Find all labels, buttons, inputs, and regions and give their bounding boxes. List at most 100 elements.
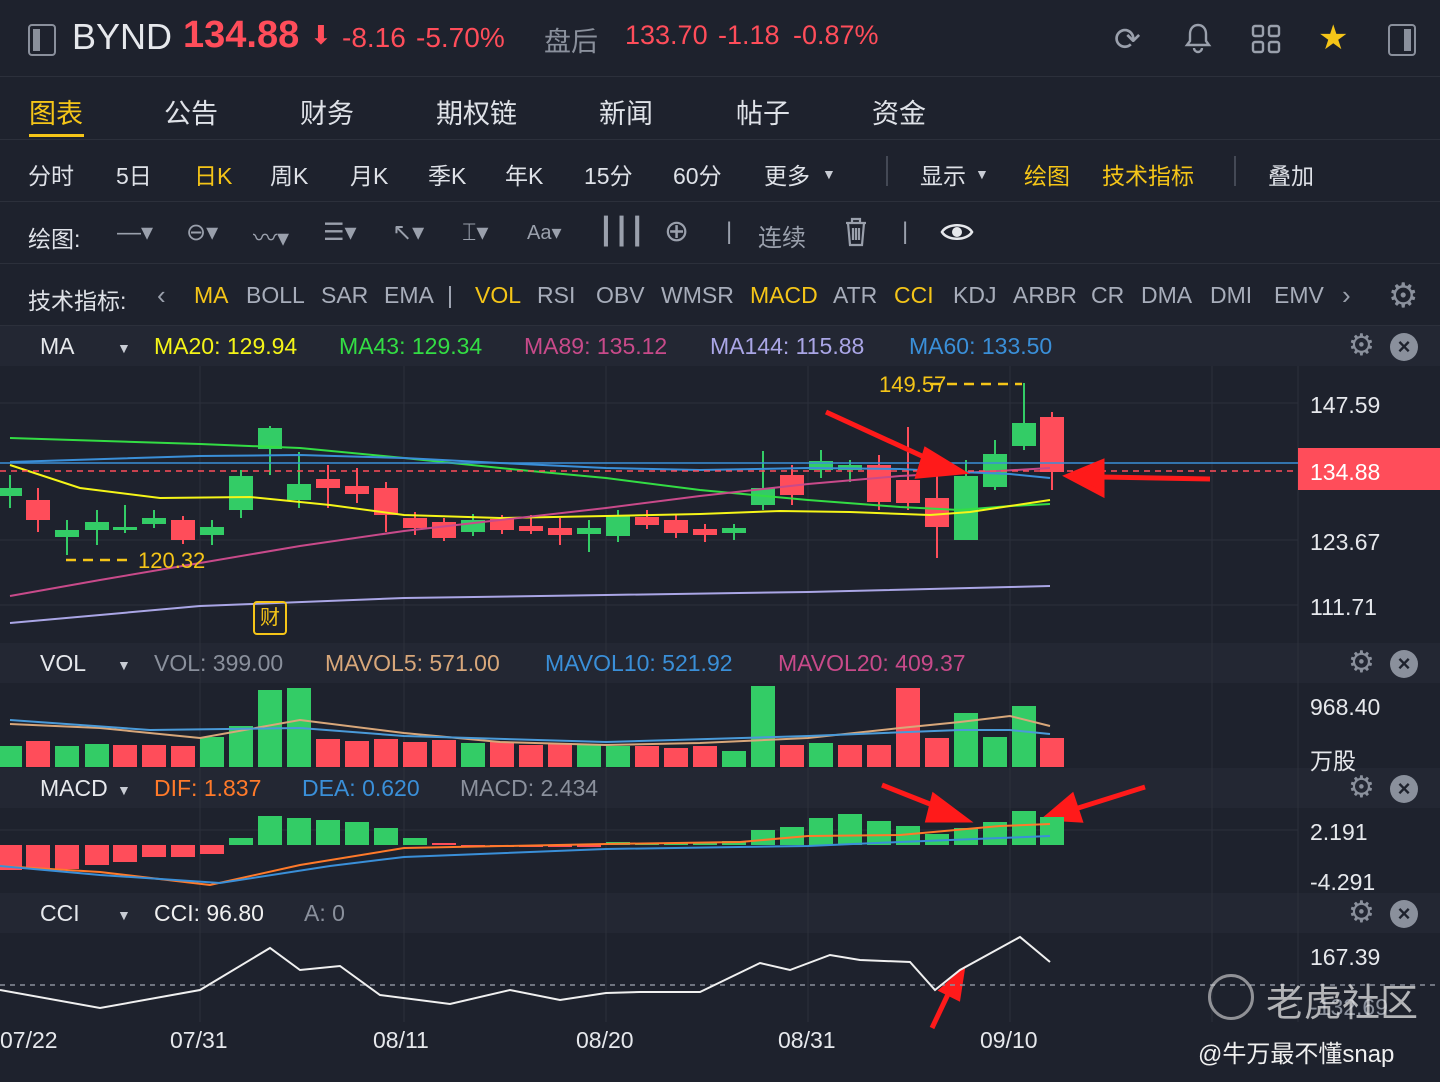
sidebar-toggle-icon[interactable] — [28, 24, 56, 56]
cci-axis-label: 167.39 — [1310, 944, 1381, 970]
ma20-value: MA20: 129.94 — [154, 333, 298, 359]
indicators-toggle[interactable]: 技术指标 — [1102, 163, 1194, 189]
circle-tool-icon[interactable]: ⊖▾ — [186, 219, 219, 246]
gear-icon[interactable]: ⚙ — [1348, 896, 1375, 929]
favorite-star-icon[interactable]: ★ — [1318, 19, 1349, 57]
line-tool-icon[interactable]: —▾ — [117, 219, 154, 246]
candle — [85, 522, 109, 530]
tab-capital[interactable]: 资金 — [872, 99, 926, 129]
macd-bar — [258, 816, 282, 845]
text-tool-icon[interactable]: Aa▾ — [527, 222, 562, 244]
chevron-down-icon[interactable]: ▼ — [117, 340, 131, 356]
dea-value: DEA: 0.620 — [302, 775, 420, 801]
volume-bar — [606, 746, 630, 767]
macd-bar — [751, 830, 775, 845]
ma-panel-name[interactable]: MA — [40, 333, 75, 359]
current-price-tag-text: 134.88 — [1310, 459, 1381, 485]
indicator-obv[interactable]: OBV — [596, 282, 645, 308]
wave-tool-icon[interactable]: 〰▾ — [253, 225, 290, 252]
indicator-arbr[interactable]: ARBR — [1013, 282, 1077, 308]
tab-posts[interactable]: 帖子 — [736, 99, 790, 129]
tab-chart[interactable]: 图表 — [29, 99, 83, 129]
indicator-rsi[interactable]: RSI — [537, 282, 576, 308]
macd-bar — [316, 820, 340, 845]
macd-panel-name[interactable]: MACD — [40, 775, 108, 801]
tab-announcements[interactable]: 公告 — [164, 99, 218, 129]
refresh-icon[interactable]: ⟳ — [1114, 21, 1141, 57]
measure-tool-icon[interactable]: ⌶▾ — [462, 219, 489, 246]
fib-tool-icon[interactable]: ☰▾ — [323, 219, 357, 246]
chevron-down-icon[interactable]: ▼ — [117, 657, 131, 673]
tf-60min[interactable]: 60分 — [673, 163, 722, 189]
indicator-macd[interactable]: MACD — [750, 282, 818, 308]
tab-options-chain[interactable]: 期权链 — [436, 99, 517, 129]
zoom-in-icon[interactable]: ⊕ — [664, 215, 690, 248]
chevron-right-icon[interactable]: › — [1342, 280, 1351, 310]
candle — [606, 515, 630, 536]
indicator-wmsr[interactable]: WMSR — [661, 282, 734, 308]
chevron-left-icon[interactable]: ‹ — [157, 280, 166, 310]
tf-15min[interactable]: 15分 — [584, 163, 633, 189]
indicator-ma[interactable]: MA — [194, 282, 229, 308]
overlay-toggle[interactable]: 叠加 — [1268, 163, 1314, 189]
indicator-cci[interactable]: CCI — [894, 282, 934, 308]
tf-weekly[interactable]: 周K — [270, 163, 309, 189]
indicator-dmi[interactable]: DMI — [1210, 282, 1253, 308]
eye-icon[interactable] — [940, 220, 974, 244]
vol-axis-label: 968.40 — [1310, 694, 1381, 720]
candle — [403, 518, 427, 528]
display-dropdown[interactable]: 显示 — [920, 163, 966, 189]
gear-icon[interactable]: ⚙ — [1348, 771, 1375, 804]
close-icon[interactable]: × — [1390, 650, 1418, 678]
volume-bar — [0, 746, 22, 767]
macd-bar — [374, 828, 398, 845]
draw-toggle[interactable]: 绘图 — [1024, 163, 1070, 189]
chevron-down-icon[interactable]: ▼ — [117, 907, 131, 923]
macd-bar — [896, 826, 920, 845]
chevron-down-icon[interactable]: ▼ — [117, 782, 131, 798]
gear-icon[interactable]: ⚙ — [1348, 646, 1375, 679]
volume-bar — [867, 745, 891, 767]
continuous-toggle[interactable]: 连续 — [758, 225, 806, 252]
volume-bar — [55, 746, 79, 767]
watermark-brand: 老虎社区 — [1266, 983, 1419, 1025]
tf-intraday[interactable]: 分时 — [28, 163, 74, 189]
indicator-dma[interactable]: DMA — [1141, 282, 1193, 308]
tab-financials[interactable]: 财务 — [300, 99, 354, 129]
panel-toggle-icon[interactable] — [1388, 24, 1416, 56]
tf-5day[interactable]: 5日 — [116, 163, 152, 189]
cci-value: CCI: 96.80 — [154, 900, 264, 926]
indicator-kdj[interactable]: KDJ — [953, 282, 997, 308]
earnings-badge[interactable]: 财 — [253, 601, 287, 635]
bell-icon[interactable] — [1184, 22, 1212, 54]
indicator-cr[interactable]: CR — [1091, 282, 1125, 308]
volume-bar — [85, 744, 109, 767]
close-icon[interactable]: × — [1390, 333, 1418, 361]
macd-histogram — [0, 811, 1064, 870]
gear-icon[interactable]: ⚙ — [1348, 329, 1375, 362]
chart-canvas[interactable] — [0, 326, 1440, 1082]
indicator-atr[interactable]: ATR — [833, 282, 878, 308]
tf-yearly[interactable]: 年K — [505, 163, 544, 189]
indicator-boll[interactable]: BOLL — [246, 282, 305, 308]
tf-more[interactable]: 更多 — [764, 163, 810, 189]
volume-bar — [664, 748, 688, 767]
indicator-ema[interactable]: EMA — [384, 282, 434, 308]
close-icon[interactable]: × — [1390, 900, 1418, 928]
tf-daily[interactable]: 日K — [194, 163, 233, 189]
candle-tool-icon[interactable]: ┃┃┃ — [598, 216, 645, 246]
close-icon[interactable]: × — [1390, 775, 1418, 803]
tab-news[interactable]: 新闻 — [599, 99, 653, 129]
tf-quarterly[interactable]: 季K — [428, 163, 467, 189]
indicator-vol[interactable]: VOL — [475, 282, 522, 308]
indicator-emv[interactable]: EMV — [1274, 282, 1324, 308]
arrow-tool-icon[interactable]: ↖▾ — [392, 219, 425, 246]
cci-panel-name[interactable]: CCI — [40, 900, 80, 926]
indicator-sar[interactable]: SAR — [321, 282, 369, 308]
vol-panel-name[interactable]: VOL — [40, 650, 87, 676]
volume-bar — [838, 745, 862, 767]
grid-menu-icon[interactable] — [1251, 24, 1281, 54]
tf-monthly[interactable]: 月K — [350, 163, 389, 189]
trash-icon[interactable] — [843, 215, 869, 249]
gear-icon[interactable]: ⚙ — [1388, 277, 1419, 315]
